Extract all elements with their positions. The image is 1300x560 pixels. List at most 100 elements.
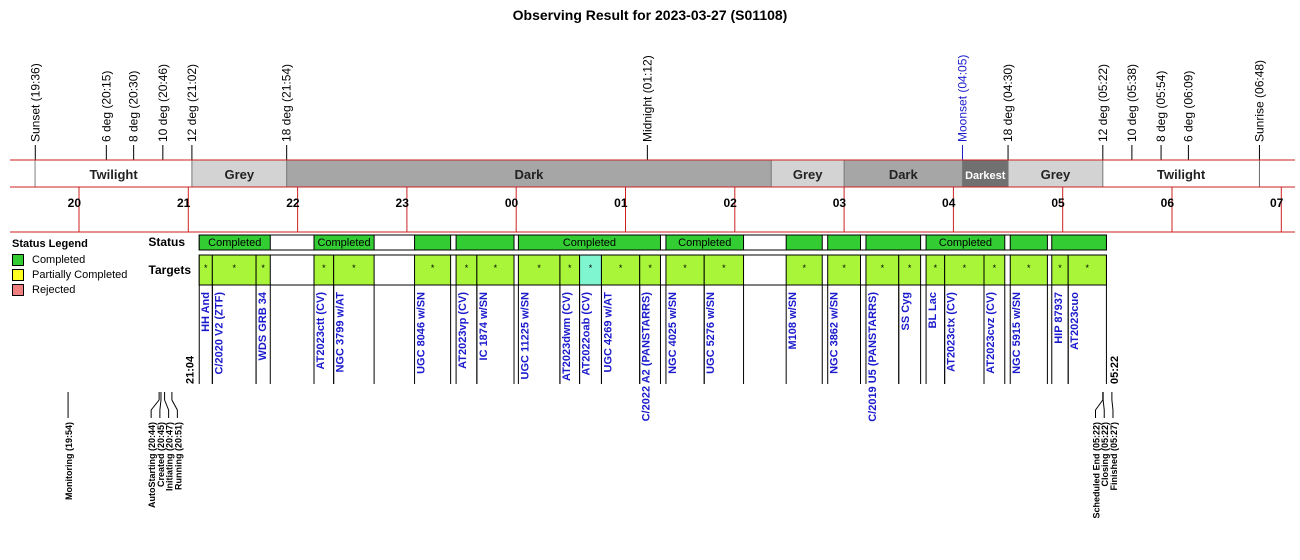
legend-label: Completed [32, 253, 86, 266]
status-legend: Status Legend Completed Partially Comple… [12, 238, 127, 297]
status-block [925, 234, 1006, 251]
target-name[interactable]: M108 w/SN [787, 292, 799, 350]
status-block [313, 234, 375, 251]
target-name[interactable]: SS Cyg [900, 292, 912, 331]
target-name[interactable]: WDS GRB 34 [257, 291, 269, 360]
hour-label: 05 [1051, 196, 1065, 210]
target-name[interactable]: AT2023ctx (CV) [946, 292, 958, 372]
target-marker: * [683, 263, 687, 273]
target-block[interactable] [944, 254, 985, 286]
target-marker: * [881, 263, 885, 273]
run-event-leader [1102, 399, 1105, 411]
target-marker: * [1027, 263, 1031, 273]
target-name[interactable]: UGC 4269 w/AT [602, 292, 614, 373]
target-block[interactable] [703, 254, 745, 286]
target-block[interactable] [333, 254, 375, 286]
target-block[interactable] [476, 254, 515, 286]
target-name[interactable]: NGC 5915 w/SN [1011, 292, 1023, 374]
hour-label: 06 [1161, 196, 1175, 210]
status-block [785, 234, 823, 251]
phase-grey [771, 160, 845, 187]
target-marker: * [1086, 263, 1090, 273]
target-name[interactable]: HH And [200, 292, 212, 332]
target-name[interactable]: UGC 11225 w/SN [519, 292, 531, 379]
event-label: 18 deg (21:54) [280, 64, 294, 142]
status-block [827, 234, 861, 251]
target-marker: * [619, 263, 623, 273]
target-name[interactable]: AT2023dwm (CV) [561, 292, 573, 381]
target-name[interactable]: IC 1874 w/SN [478, 292, 490, 361]
phase-twilight [1102, 160, 1260, 187]
target-name[interactable]: BL Lac [927, 292, 939, 328]
target-name[interactable]: AT2023vp (CV) [457, 292, 469, 369]
hour-label: 04 [942, 196, 956, 210]
target-block[interactable] [827, 254, 861, 286]
target-name[interactable]: C/2022 A2 (PANSTARRS) [641, 292, 653, 422]
target-name[interactable]: HIP 87937 [1053, 292, 1065, 344]
event-label: 6 deg (06:09) [1181, 71, 1195, 142]
target-marker: * [431, 263, 435, 273]
target-name[interactable]: C/2020 V2 (ZTF) [213, 292, 225, 375]
target-name[interactable]: NGC 3799 w/AT [335, 292, 347, 373]
run-event-label: Finished (05:27) [1109, 422, 1119, 491]
status-block [517, 234, 661, 251]
hour-label: 21 [177, 196, 191, 210]
hour-label: 00 [505, 196, 519, 210]
run-event-leader [159, 399, 162, 411]
target-block[interactable] [865, 254, 900, 286]
run-event-label: Monitoring (19:54) [64, 422, 74, 500]
hour-label: 01 [614, 196, 628, 210]
target-marker: * [908, 263, 912, 273]
target-block[interactable] [255, 254, 271, 286]
target-block[interactable] [517, 254, 561, 286]
legend-swatch [12, 268, 24, 281]
phase-dark [286, 160, 772, 187]
event-markers: Sunset (19:36) 6 deg (20:15) 8 deg (20:30)… [28, 55, 1266, 187]
target-name[interactable]: C/2019 U5 (PANSTARRS) [867, 292, 879, 422]
target-name[interactable]: NGC 3862 w/SN [829, 292, 841, 374]
target-name[interactable]: AT2023ctt (CV) [315, 292, 327, 370]
target-block[interactable] [211, 254, 257, 286]
phase-label: Twilight [1157, 167, 1206, 182]
target-block[interactable] [600, 254, 641, 286]
target-marker: * [261, 263, 265, 273]
phase-label: Grey [1041, 167, 1071, 182]
event-label: 12 deg (21:02) [185, 64, 199, 142]
sky-phase-band: Twilight Grey Dark Grey Dark Darkest Grey Twili… [10, 159, 1295, 188]
hour-label: 03 [833, 196, 847, 210]
window-end-label: 05:22 [1109, 356, 1121, 384]
phase-label: Dark [889, 167, 919, 182]
target-marker: * [232, 263, 236, 273]
target-block[interactable] [898, 254, 922, 286]
target-marker: * [934, 263, 938, 273]
status-block-label: Completed [563, 237, 616, 249]
target-name[interactable]: NGC 4025 w/SN [667, 292, 679, 374]
target-name[interactable]: UGC 8046 w/SN [416, 292, 428, 374]
hour-label: 22 [286, 196, 300, 210]
legend-swatch [12, 283, 24, 296]
target-block[interactable] [414, 254, 452, 286]
phase-grey [1008, 160, 1103, 187]
target-marker: * [1058, 263, 1062, 273]
target-name[interactable]: AT2023cvz (CV) [985, 292, 997, 374]
status-block [865, 234, 922, 251]
target-name[interactable]: UGC 5276 w/SN [705, 292, 717, 374]
phase-twilight [35, 160, 192, 187]
target-marker: * [537, 263, 541, 273]
target-block[interactable] [639, 254, 661, 286]
target-marker: * [568, 263, 572, 273]
target-block[interactable] [785, 254, 823, 286]
run-event-label: Closing (05:22) [1100, 422, 1110, 487]
hour-label: 23 [396, 196, 410, 210]
hour-axis: 20 21 22 23 00 01 02 03 04 05 06 07 [10, 187, 1295, 233]
phase-label: Dark [514, 167, 544, 182]
target-block[interactable] [983, 254, 1006, 286]
phase-dark [844, 160, 963, 187]
target-name[interactable]: AT2022oab (CV) [581, 292, 593, 376]
target-block[interactable] [1009, 254, 1048, 286]
phase-label: Twilight [90, 167, 139, 182]
target-block[interactable] [1067, 254, 1107, 286]
event-label: 18 deg (04:30) [1001, 64, 1015, 142]
target-name[interactable]: AT2023cuo [1069, 292, 1081, 350]
phase-label: Grey [793, 167, 823, 182]
